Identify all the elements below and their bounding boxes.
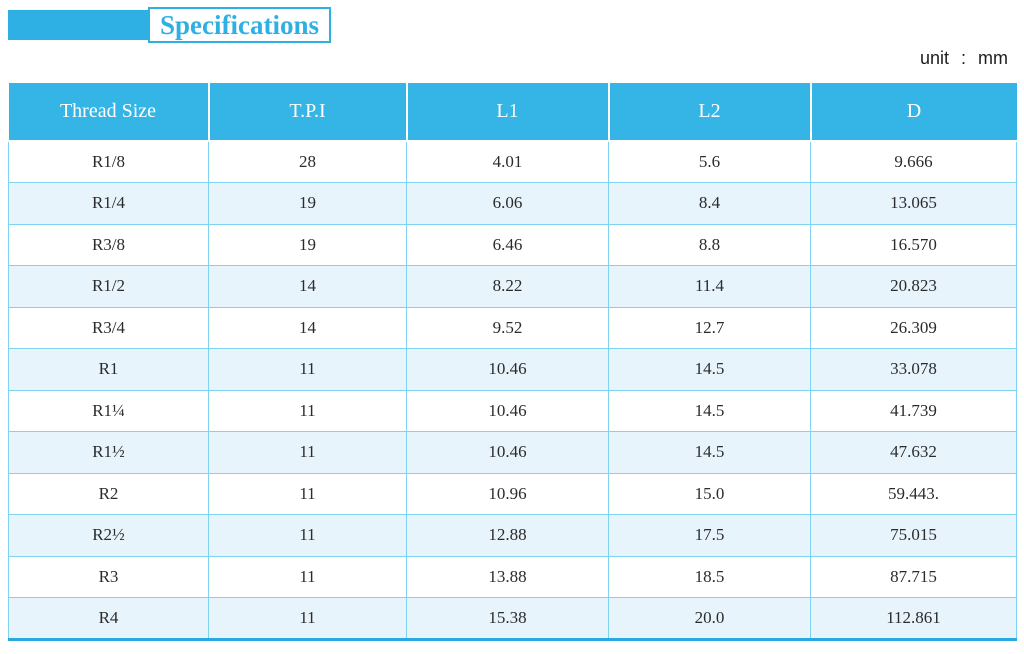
table-cell: 9.666 [810, 140, 1017, 183]
title-row: Specifications [8, 7, 1024, 43]
table-cell: R2 [8, 472, 209, 515]
table-cell: R1½ [8, 431, 209, 474]
title-accent-bar [8, 10, 148, 40]
table-cell: 75.015 [810, 514, 1017, 557]
table-row: R2 11 10.96 15.0 59.443. [8, 472, 1017, 515]
column-header: T.P.I [208, 83, 408, 141]
table-cell: 5.6 [608, 140, 811, 183]
table-row: R3/8 19 6.46 8.8 16.570 [8, 223, 1017, 266]
table-cell: 26.309 [810, 306, 1017, 349]
table-cell: 11 [208, 597, 407, 641]
table-row: R1/8 28 4.01 5.6 9.666 [8, 140, 1017, 183]
table-cell: 11.4 [608, 265, 811, 308]
table-cell: 87.715 [810, 555, 1017, 598]
table-row: R4 11 15.38 20.0 112.861 [8, 597, 1017, 641]
table-row: R1/2 14 8.22 11.4 20.823 [8, 265, 1017, 308]
table-cell: 18.5 [608, 555, 811, 598]
table-cell: 11 [208, 431, 407, 474]
column-header: D [810, 83, 1017, 141]
column-header: L1 [406, 83, 610, 141]
table-cell: 11 [208, 348, 407, 391]
table-row: R1½ 11 10.46 14.5 47.632 [8, 431, 1017, 474]
unit-separator: : [960, 48, 966, 68]
unit-label: unit [919, 48, 949, 68]
table-cell: R1 [8, 348, 209, 391]
table-cell: 8.8 [608, 223, 811, 266]
table-cell: 4.01 [406, 140, 609, 183]
table-cell: R3/4 [8, 306, 209, 349]
table-cell: 15.38 [406, 597, 609, 641]
table-row: R1/4 19 6.06 8.4 13.065 [8, 182, 1017, 225]
table-cell: 10.46 [406, 389, 609, 432]
table-cell: 8.22 [406, 265, 609, 308]
table-cell: 59.443. [810, 472, 1017, 515]
table-cell: 8.4 [608, 182, 811, 225]
table-cell: 13.88 [406, 555, 609, 598]
table-cell: 11 [208, 514, 407, 557]
table-row: R1 11 10.46 14.5 33.078 [8, 348, 1017, 391]
spec-table-body: R1/8 28 4.01 5.6 9.666 R1/4 19 6.06 8.4 13.065 R3/… [8, 140, 1017, 641]
table-cell: 47.632 [810, 431, 1017, 474]
page-title-box: Specifications [148, 7, 331, 43]
table-cell: 11 [208, 389, 407, 432]
table-cell: 14.5 [608, 389, 811, 432]
specifications-table: Thread Size T.P.I L1 L2 D R1/8 28 4.01 5.6 9.666… [8, 83, 1017, 641]
table-cell: 41.739 [810, 389, 1017, 432]
table-row: R3/4 14 9.52 12.7 26.309 [8, 306, 1017, 349]
table-cell: 14.5 [608, 431, 811, 474]
table-cell: 19 [208, 182, 407, 225]
table-cell: 9.52 [406, 306, 609, 349]
table-cell: 10.46 [406, 348, 609, 391]
table-cell: R2½ [8, 514, 209, 557]
table-cell: 13.065 [810, 182, 1017, 225]
table-cell: 17.5 [608, 514, 811, 557]
table-cell: 10.46 [406, 431, 609, 474]
table-cell: 19 [208, 223, 407, 266]
table-cell: 11 [208, 472, 407, 515]
table-cell: R1/8 [8, 140, 209, 183]
table-cell: R3/8 [8, 223, 209, 266]
table-cell: 15.0 [608, 472, 811, 515]
table-cell: 14 [208, 265, 407, 308]
table-cell: 14 [208, 306, 407, 349]
unit-note: unit: mm [0, 46, 1024, 70]
table-cell: 112.861 [810, 597, 1017, 641]
column-header: Thread Size [8, 83, 210, 141]
header-row: Thread Size T.P.I L1 L2 D [8, 83, 1017, 141]
table-cell: 6.46 [406, 223, 609, 266]
table-cell: R1¼ [8, 389, 209, 432]
spec-table-header: Thread Size T.P.I L1 L2 D [8, 83, 1017, 141]
page-title: Specifications [160, 9, 319, 40]
table-row: R1¼ 11 10.46 14.5 41.739 [8, 389, 1017, 432]
table-cell: 12.7 [608, 306, 811, 349]
table-row: R2½ 11 12.88 17.5 75.015 [8, 514, 1017, 557]
table-cell: 11 [208, 555, 407, 598]
table-cell: R1/2 [8, 265, 209, 308]
table-cell: R1/4 [8, 182, 209, 225]
table-row: R3 11 13.88 18.5 87.715 [8, 555, 1017, 598]
table-cell: 20.823 [810, 265, 1017, 308]
table-cell: 33.078 [810, 348, 1017, 391]
table-cell: 28 [208, 140, 407, 183]
table-cell: 16.570 [810, 223, 1017, 266]
column-header: L2 [608, 83, 812, 141]
table-cell: 14.5 [608, 348, 811, 391]
table-cell: 6.06 [406, 182, 609, 225]
table-cell: R3 [8, 555, 209, 598]
unit-value: mm [978, 48, 1008, 68]
table-cell: 12.88 [406, 514, 609, 557]
table-cell: R4 [8, 597, 209, 641]
table-cell: 10.96 [406, 472, 609, 515]
table-cell: 20.0 [608, 597, 811, 641]
